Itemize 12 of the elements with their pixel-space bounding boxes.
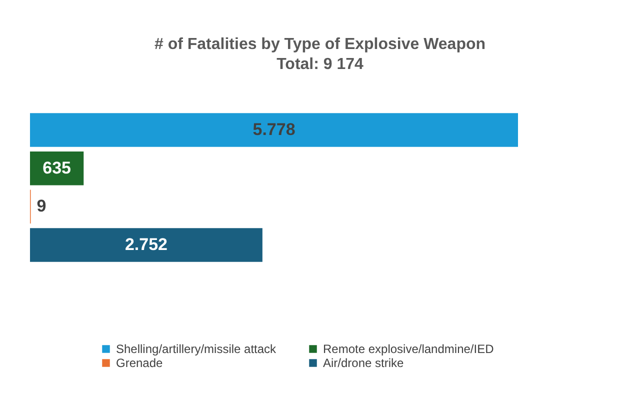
legend-label: Shelling/artillery/missile attack: [116, 342, 278, 356]
data-label: 5.778: [252, 120, 296, 139]
data-label: 635: [42, 158, 72, 178]
legend-label: Air/drone strike: [323, 356, 404, 370]
chart-title: # of Fatalities by Type of Explosive Weapon: [154, 36, 486, 53]
bar: [30, 113, 518, 147]
legend-label: Remote explosive/landmine/IED: [323, 342, 494, 356]
data-label: 9: [36, 196, 46, 216]
data-label: 2.752: [124, 235, 168, 254]
bar: [30, 228, 262, 262]
legend-label: Grenade: [116, 356, 164, 370]
chart-subtitle: Total: 9 174: [276, 56, 364, 73]
